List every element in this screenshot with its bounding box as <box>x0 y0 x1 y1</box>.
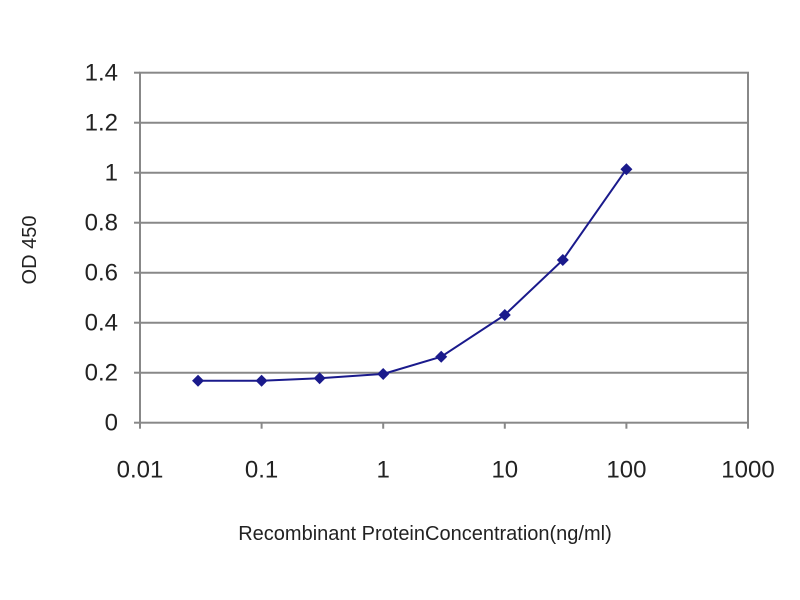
x-tick-label: 10 <box>491 457 518 484</box>
data-point <box>255 374 268 387</box>
y-tick-label: 1 <box>105 160 118 187</box>
data-point <box>620 163 633 176</box>
y-tick-label: 0.4 <box>85 310 118 337</box>
y-tick-label: 0.8 <box>85 210 118 237</box>
x-tick-label: 0.1 <box>245 457 278 484</box>
data-point <box>313 372 326 385</box>
y-axis-label: OD 450 <box>19 216 41 285</box>
plot-area-border <box>139 71 749 424</box>
y-tick-label: 1.4 <box>85 60 118 87</box>
y-tick-label: 1.2 <box>85 110 118 137</box>
x-axis-label: Recombinant ProteinConcentration(ng/ml) <box>238 523 612 545</box>
data-point <box>192 374 205 387</box>
x-tick-label: 100 <box>606 457 646 484</box>
series-line <box>198 168 628 382</box>
y-tick-label: 0.2 <box>85 360 118 387</box>
x-tick-label: 1000 <box>721 457 774 484</box>
data-point <box>377 367 390 380</box>
y-tick-label: 0.6 <box>85 260 118 287</box>
data-point <box>435 350 448 363</box>
data-point <box>498 308 511 321</box>
x-tick-label: 0.01 <box>117 457 164 484</box>
data-point <box>556 253 569 266</box>
y-tick-label: 0 <box>105 410 118 437</box>
x-tick-label: 1 <box>377 457 390 484</box>
